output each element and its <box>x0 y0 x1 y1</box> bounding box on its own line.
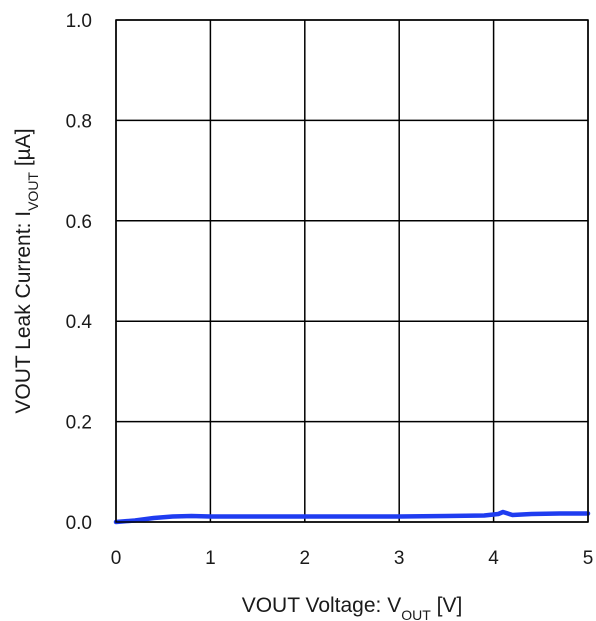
y-tick-label: 0.0 <box>66 513 92 534</box>
x-tick-label: 0 <box>111 548 122 569</box>
x-axis-title-unit: [V] <box>431 594 463 617</box>
x-tick-labels: 0 1 2 3 4 5 <box>111 548 594 569</box>
y-axis-title-main: VOUT Leak Current: I <box>12 211 35 414</box>
x-axis-title-main: VOUT Voltage: V <box>242 594 402 617</box>
y-tick-label: 0.6 <box>66 212 92 233</box>
x-tick-label: 4 <box>488 548 499 569</box>
series-line <box>113 509 591 525</box>
y-tick-label: 0.4 <box>66 312 93 333</box>
y-tick-label: 0.2 <box>66 413 92 434</box>
y-tick-labels: 0.0 0.2 0.4 0.6 0.8 1.0 <box>66 11 93 534</box>
series-layer <box>113 509 591 525</box>
y-axis-title-sub: VOUT <box>25 172 41 211</box>
x-tick-label: 3 <box>394 548 405 569</box>
x-axis-title: VOUT Voltage: VOUT [V] <box>242 594 463 621</box>
plot-area <box>115 19 589 523</box>
y-axis-title-unit: [µA] <box>12 128 35 172</box>
y-tick-label: 0.8 <box>66 111 92 132</box>
x-tick-label: 5 <box>583 548 594 569</box>
x-tick-label: 1 <box>205 548 216 569</box>
y-axis-title: VOUT Leak Current: IVOUT [µA] <box>12 128 41 413</box>
x-axis-title-sub: OUT <box>401 607 431 621</box>
y-tick-label: 1.0 <box>66 11 92 32</box>
chart-grid <box>115 19 589 523</box>
x-tick-label: 2 <box>300 548 311 569</box>
